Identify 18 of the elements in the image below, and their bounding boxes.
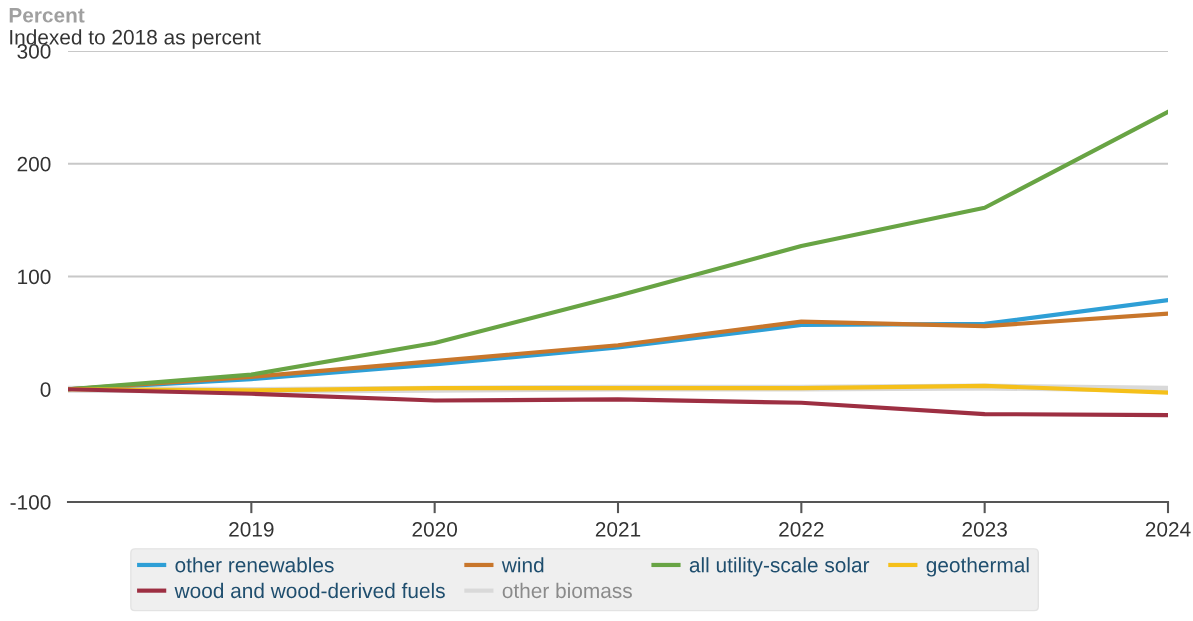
legend-label: other biomass	[502, 582, 632, 599]
y-tick-label: 0	[40, 382, 51, 397]
x-tick-label: 2019	[229, 521, 274, 537]
legend-label: wind	[501, 557, 544, 573]
x-tick-label: 2022	[779, 521, 824, 537]
y-tick-label: -100	[10, 495, 51, 510]
x-tick-label: 2020	[412, 521, 458, 537]
y-tick-label: 100	[18, 269, 51, 285]
x-tick-label: 2021	[595, 521, 641, 537]
x-tick-label: 2024	[1145, 521, 1191, 537]
legend-label: geothermal	[926, 557, 1029, 577]
chart-title: Percent	[9, 8, 85, 23]
legend-label: other renewables	[175, 557, 334, 573]
legend-label: wood and wood-derived fuels	[174, 582, 445, 599]
y-tick-label: 200	[17, 156, 51, 172]
x-tick-label: 2023	[962, 521, 1007, 537]
legend-label: all utility-scale solar	[689, 557, 870, 577]
line-series	[68, 387, 1168, 418]
